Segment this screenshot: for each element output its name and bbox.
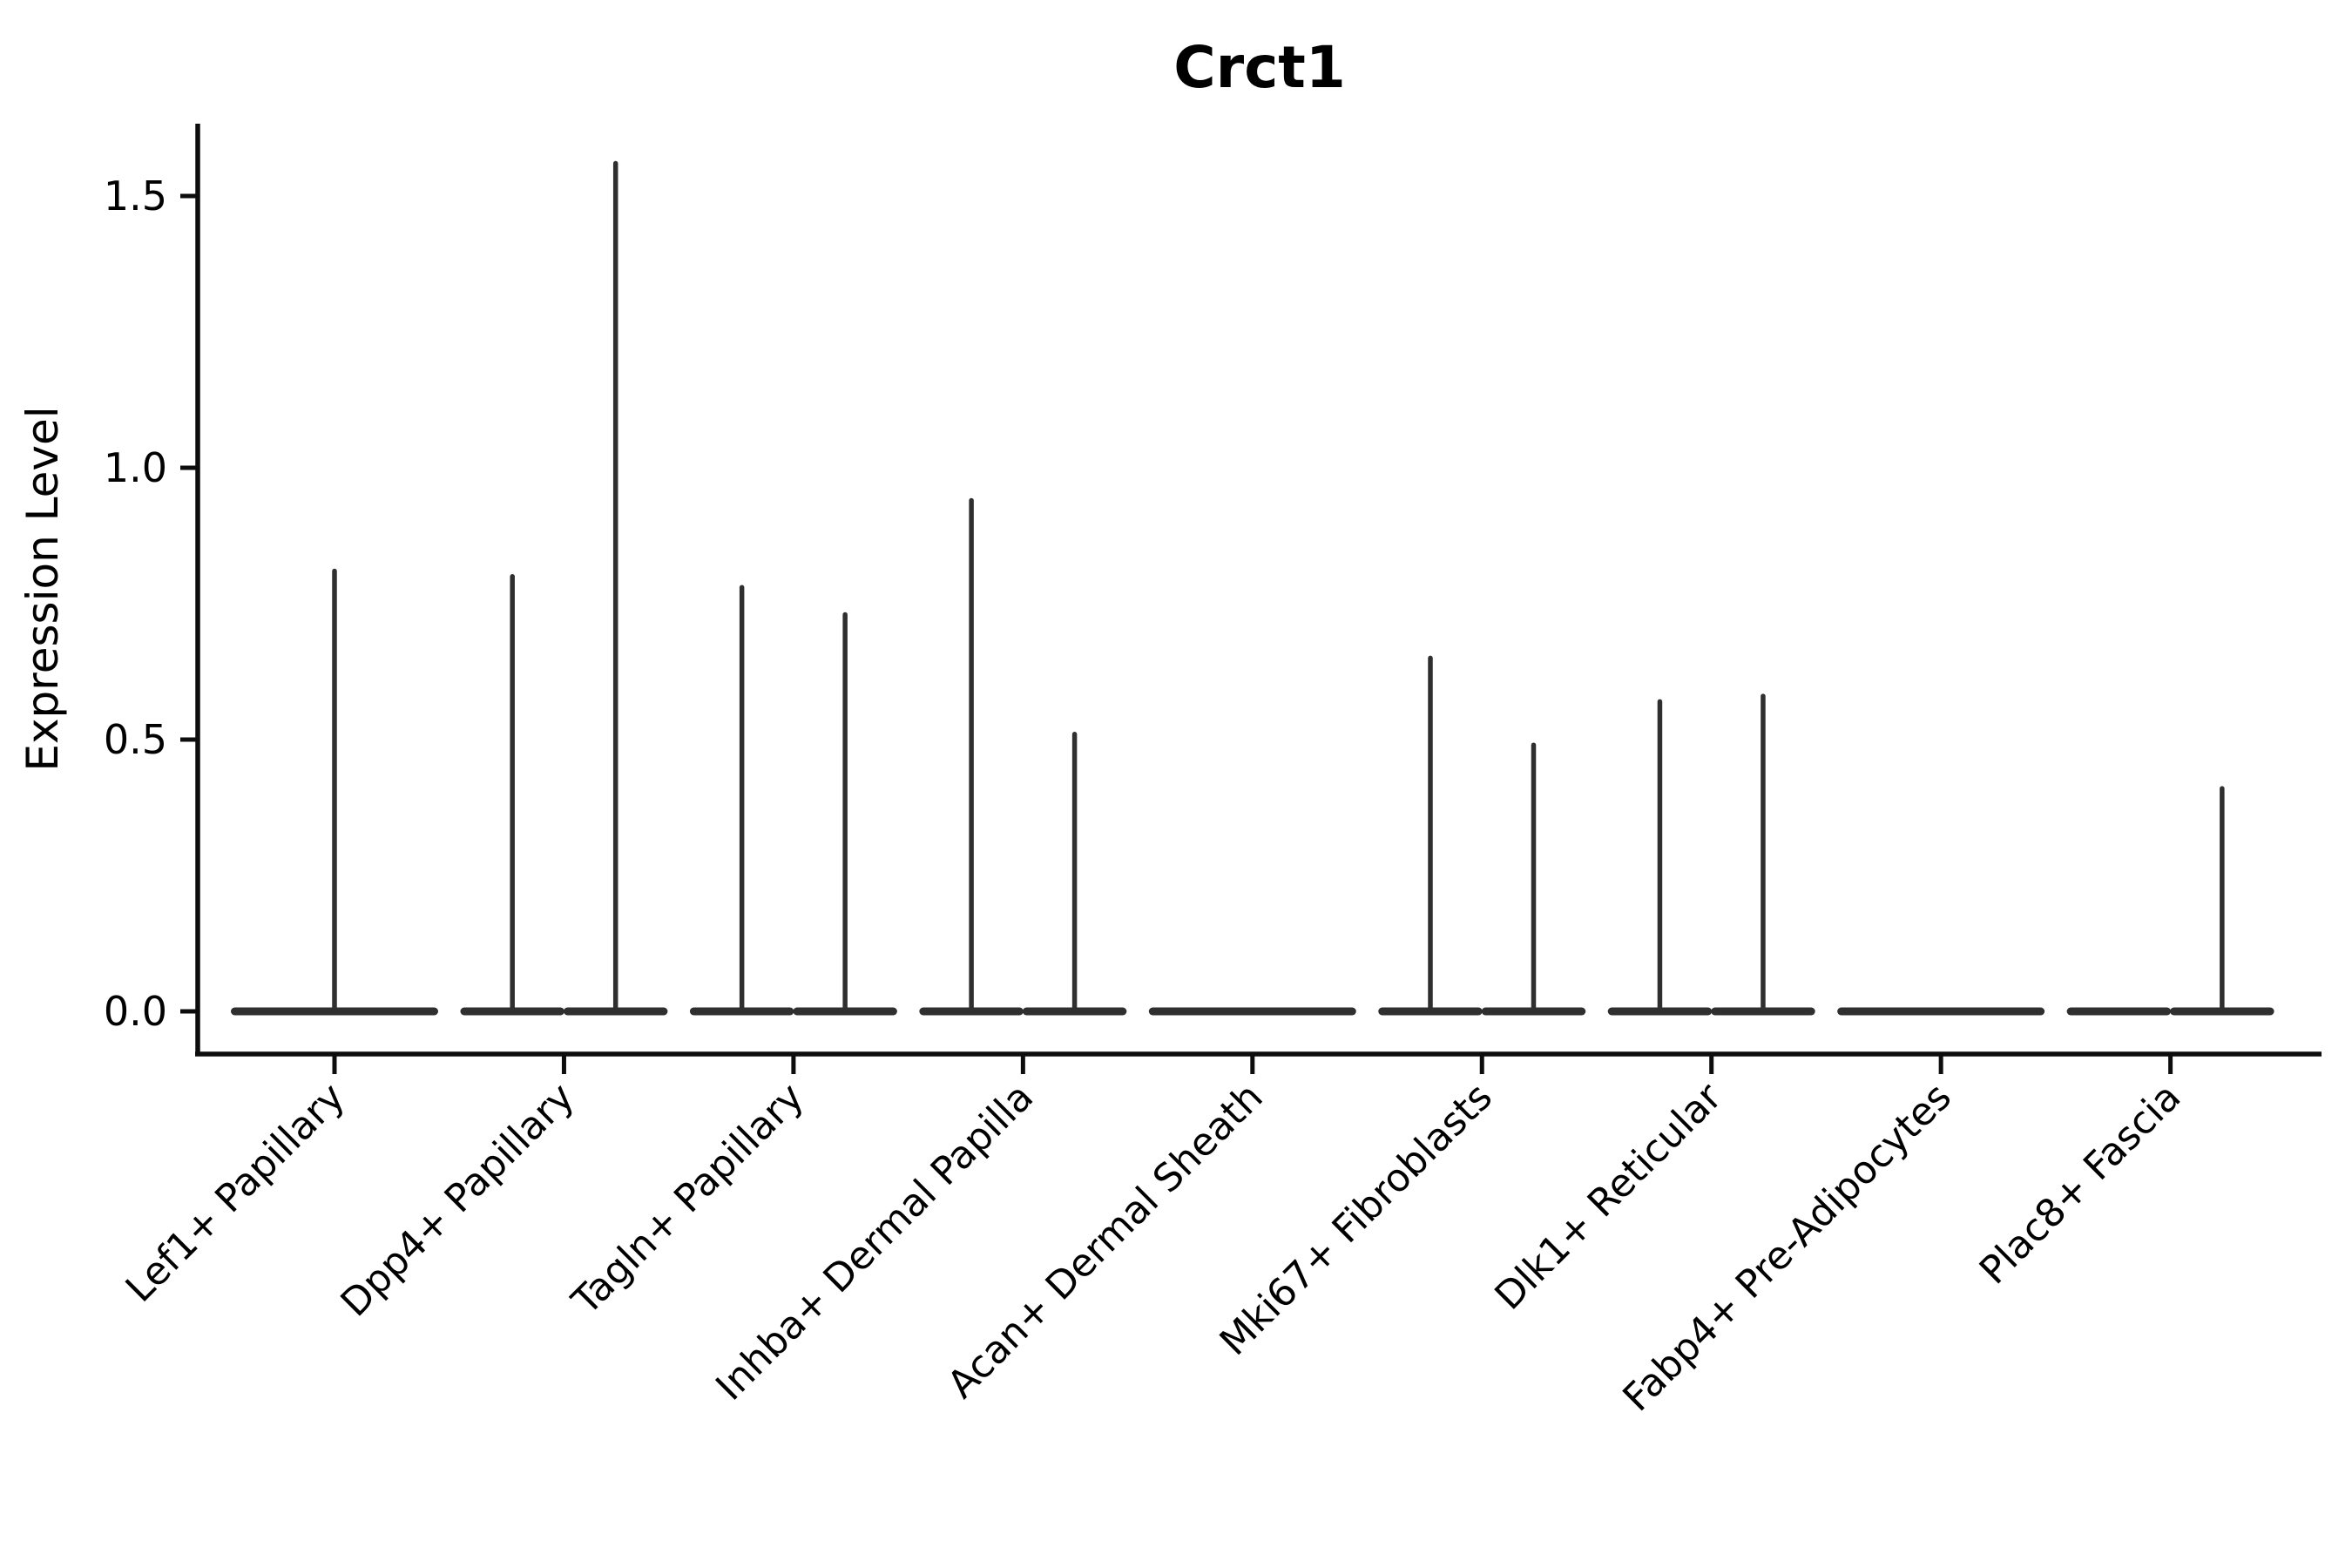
y-tick-label: 0.5 [104,716,167,763]
x-tick-label: Tagln+ Papillary [564,1075,813,1324]
y-tick-label: 1.0 [104,444,167,491]
x-tick-label: Plac8+ Fascia [1971,1075,2190,1294]
x-tick-label: Lef1+ Papillary [118,1075,354,1311]
x-tick-label: Dpp4+ Papillary [333,1075,584,1326]
x-tick-label: Dlk1+ Reticular [1487,1074,1732,1319]
y-tick-label: 0.0 [104,988,167,1035]
chart-title: Crct1 [1173,34,1346,101]
y-axis-label: Expression Level [17,406,68,771]
y-tick-label: 1.5 [104,172,167,220]
